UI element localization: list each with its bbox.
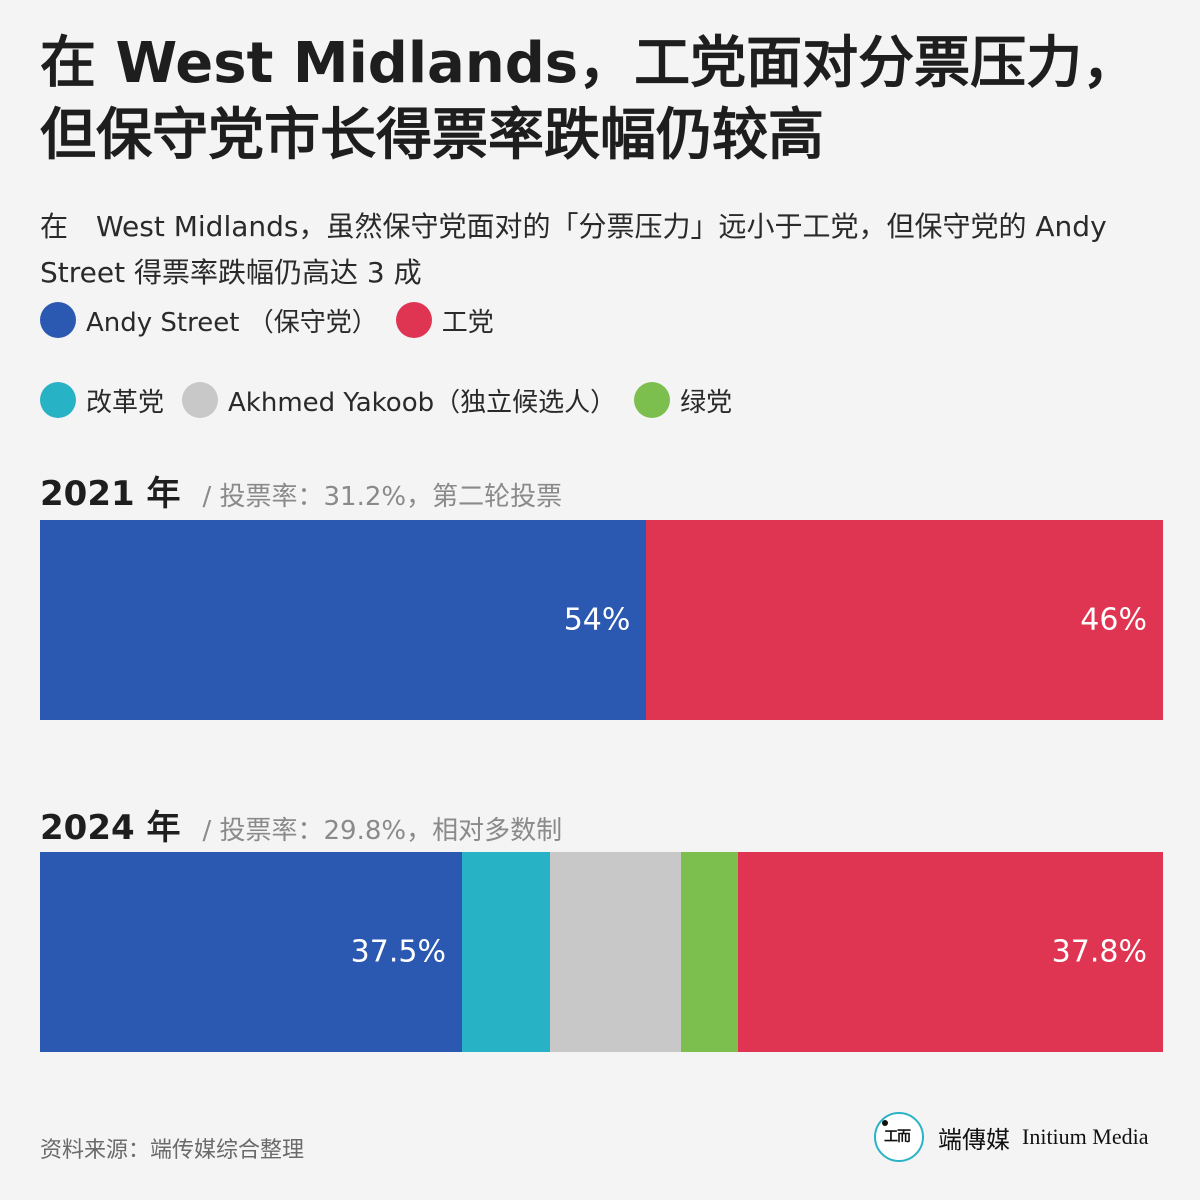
legend-label-labour: 工党 bbox=[441, 307, 494, 338]
year-label-2024: 2024 年 bbox=[40, 808, 181, 848]
legend-swatch-akhmed-yakoob bbox=[182, 382, 219, 418]
source-note: 资料来源：端传媒综合整理 bbox=[40, 1138, 305, 1163]
legend-item-andy-street: Andy Street （保守党） bbox=[40, 302, 378, 338]
bar-segment-1-1 bbox=[461, 852, 550, 1052]
section-label-2024: 2024 年 / 投票率：29.8%，相对多数制 bbox=[40, 800, 562, 849]
brand-logo-block: 工而 端傳媒 Initium Media bbox=[874, 1112, 1148, 1162]
brand-name-en: Initium Media bbox=[1022, 1124, 1149, 1149]
data-label: 37.8% bbox=[1051, 934, 1147, 970]
legend-item-green: 绿党 bbox=[634, 382, 732, 418]
section-label-2021: 2021 年 / 投票率：31.2%，第二轮投票 bbox=[40, 466, 562, 515]
bar-segment-1-3 bbox=[681, 852, 738, 1052]
legend-label-green: 绿党 bbox=[680, 387, 733, 418]
year-label-2021: 2021 年 bbox=[40, 474, 181, 514]
legend: Andy Street （保守党） 工党 改革党 Akhmed Yakoob（独… bbox=[40, 302, 1160, 418]
legend-swatch-labour bbox=[395, 302, 432, 338]
chart-subtitle: 在 West Midlands，虽然保守党面对的「分票压力」远小于工党，但保守党… bbox=[40, 210, 1107, 289]
legend-item-labour: 工党 bbox=[395, 302, 494, 338]
bar-segment-0-1: 46% bbox=[646, 520, 1163, 720]
turnout-note-2024: / 投票率：29.8%，相对多数制 bbox=[202, 816, 563, 846]
legend-label-reform: 改革党 bbox=[86, 387, 165, 418]
logo-mark: 工而 bbox=[884, 1129, 911, 1145]
data-label: 37.5% bbox=[350, 934, 446, 970]
legend-item-reform: 改革党 bbox=[40, 382, 164, 418]
legend-swatch-andy-street bbox=[40, 302, 76, 338]
bar-segment-1-0: 37.5% bbox=[40, 852, 462, 1052]
bar-segment-1-4: 37.8% bbox=[737, 852, 1163, 1052]
stacked-bar-2024: 37.5% 37.8% bbox=[40, 852, 1163, 1052]
bar-segment-1-2 bbox=[549, 852, 682, 1052]
data-label: 46% bbox=[1080, 602, 1147, 638]
chart-title: 在 West Midlands，工党面对分票压力，但保守党市长得票率跌幅仍较高 bbox=[40, 31, 1139, 168]
stacked-bar-2021: 54% 46% bbox=[40, 520, 1163, 720]
brand-name-zh: 端傳媒 bbox=[938, 1125, 1010, 1154]
logo-dot bbox=[882, 1120, 888, 1126]
legend-swatch-green bbox=[634, 382, 671, 418]
initium-logo-icon: 工而 bbox=[874, 1112, 924, 1162]
legend-swatch-reform bbox=[40, 382, 76, 418]
legend-label-andy-street: Andy Street （保守党） bbox=[86, 307, 378, 338]
bar-segment-0-0: 54% bbox=[40, 520, 647, 720]
turnout-note-2021: / 投票率：31.2%，第二轮投票 bbox=[202, 482, 563, 512]
legend-label-akhmed-yakoob: Akhmed Yakoob（独立候选人） bbox=[228, 387, 617, 418]
legend-item-akhmed-yakoob: Akhmed Yakoob（独立候选人） bbox=[182, 382, 616, 418]
data-label: 54% bbox=[563, 602, 631, 638]
